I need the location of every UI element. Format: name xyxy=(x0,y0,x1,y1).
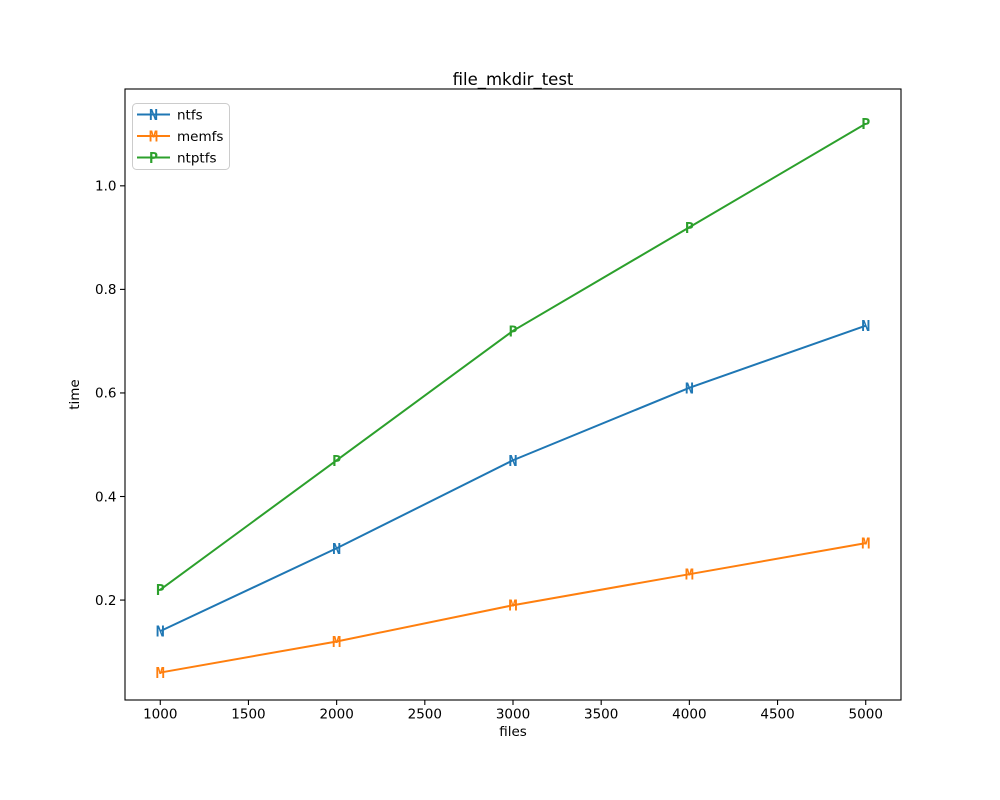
legend-box xyxy=(132,103,230,170)
y-tick-label: 0.4 xyxy=(95,489,116,505)
marker-memfs: M xyxy=(156,664,165,682)
marker-ntfs: N xyxy=(685,379,694,397)
x-axis-label: files xyxy=(499,724,527,740)
legend-sample-marker: N xyxy=(149,106,158,124)
x-tick-label: 4500 xyxy=(760,707,794,723)
y-tick-label: 1.0 xyxy=(95,179,116,195)
marker-ntfs: N xyxy=(508,452,517,470)
marker-ntfs: N xyxy=(156,623,165,641)
legend-item-label: ntfs xyxy=(177,107,203,123)
marker-ntptfs: P xyxy=(861,115,870,133)
x-tick-label: 1000 xyxy=(143,707,177,723)
x-tick-label: 3000 xyxy=(496,707,530,723)
series-line-ntptfs xyxy=(159,122,867,591)
x-tick-label: 2000 xyxy=(319,707,353,723)
x-tick-label: 4000 xyxy=(672,707,706,723)
x-tick-label: 2500 xyxy=(408,707,442,723)
series-line-ntfs xyxy=(159,324,867,633)
marker-ntptfs: P xyxy=(508,322,517,340)
y-tick-label: 0.6 xyxy=(95,386,116,402)
marker-memfs: M xyxy=(861,535,870,553)
y-tick-label: 0.8 xyxy=(95,282,116,298)
legend-item-label: memfs xyxy=(177,129,223,145)
legend-sample-marker: P xyxy=(149,149,158,167)
marker-ntptfs: P xyxy=(685,219,694,237)
chart-title: file_mkdir_test xyxy=(453,70,574,90)
legend-item-label: ntptfs xyxy=(177,150,217,166)
y-axis-label: time xyxy=(67,379,83,410)
x-tick-label: 1500 xyxy=(231,707,265,723)
marker-ntptfs: P xyxy=(156,581,165,599)
marker-ntfs: N xyxy=(861,317,870,335)
legend-sample-marker: M xyxy=(149,128,158,146)
marker-memfs: M xyxy=(332,633,341,651)
marker-memfs: M xyxy=(508,597,517,615)
series-line-memfs xyxy=(160,542,866,674)
marker-ntptfs: P xyxy=(332,452,341,470)
marker-ntfs: N xyxy=(332,540,341,558)
y-tick-label: 0.2 xyxy=(95,593,116,609)
x-tick-label: 5000 xyxy=(849,707,883,723)
marker-memfs: M xyxy=(685,566,694,584)
x-tick-label: 3500 xyxy=(584,707,618,723)
